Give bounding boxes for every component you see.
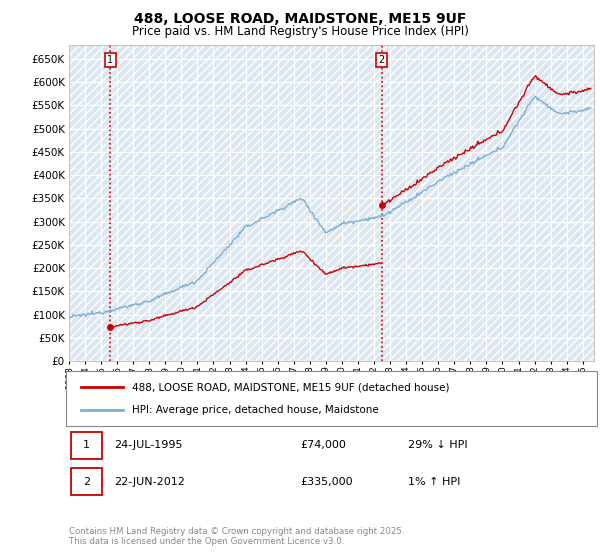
Text: 2: 2	[83, 477, 90, 487]
Text: Contains HM Land Registry data © Crown copyright and database right 2025.
This d: Contains HM Land Registry data © Crown c…	[69, 526, 404, 546]
Text: 2: 2	[379, 55, 385, 65]
Text: 488, LOOSE ROAD, MAIDSTONE, ME15 9UF: 488, LOOSE ROAD, MAIDSTONE, ME15 9UF	[134, 12, 466, 26]
Text: 1: 1	[107, 55, 113, 65]
Text: 1% ↑ HPI: 1% ↑ HPI	[408, 477, 460, 487]
Text: 1: 1	[83, 440, 90, 450]
Text: £335,000: £335,000	[300, 477, 353, 487]
Text: 22-JUN-2012: 22-JUN-2012	[114, 477, 185, 487]
Text: 29% ↓ HPI: 29% ↓ HPI	[408, 440, 467, 450]
Text: Price paid vs. HM Land Registry's House Price Index (HPI): Price paid vs. HM Land Registry's House …	[131, 25, 469, 38]
Text: £74,000: £74,000	[300, 440, 346, 450]
Text: HPI: Average price, detached house, Maidstone: HPI: Average price, detached house, Maid…	[132, 405, 379, 416]
Text: 24-JUL-1995: 24-JUL-1995	[114, 440, 182, 450]
Text: 488, LOOSE ROAD, MAIDSTONE, ME15 9UF (detached house): 488, LOOSE ROAD, MAIDSTONE, ME15 9UF (de…	[132, 382, 449, 393]
